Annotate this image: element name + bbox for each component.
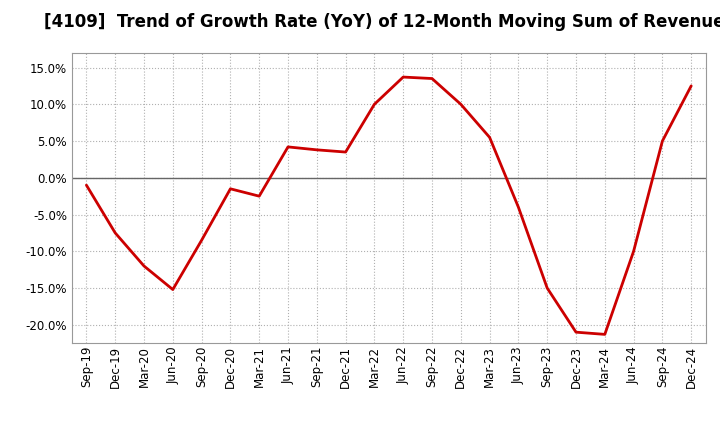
Text: [4109]  Trend of Growth Rate (YoY) of 12-Month Moving Sum of Revenues: [4109] Trend of Growth Rate (YoY) of 12-… [44,13,720,31]
